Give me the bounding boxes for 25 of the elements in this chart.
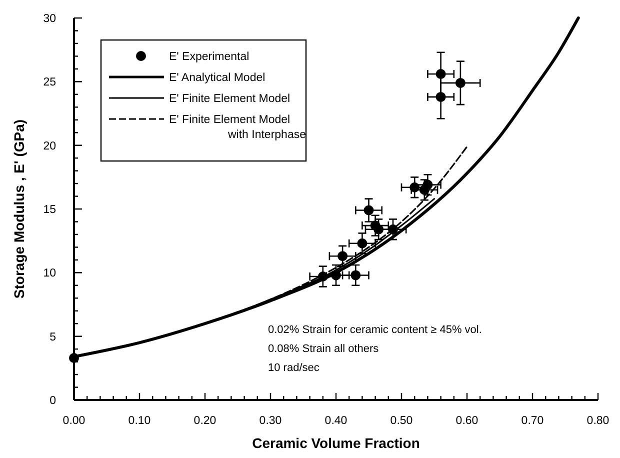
annotation: 0.02% Strain for ceramic content ≥ 45% vol. bbox=[268, 324, 482, 336]
y-tick-label: 15 bbox=[43, 204, 56, 216]
y-tick-label: 5 bbox=[50, 331, 56, 344]
legend-label: E' Experimental bbox=[169, 51, 250, 63]
y-axis-title: Storage Modulus , E' (GPa) bbox=[11, 119, 27, 299]
x-tick-label: 0.20 bbox=[194, 415, 216, 427]
legend-label: E' Finite Element Model bbox=[169, 93, 290, 105]
x-tick-label: 0.70 bbox=[521, 415, 544, 427]
y-tick-label: 25 bbox=[43, 76, 56, 89]
y-tick-label: 20 bbox=[43, 140, 56, 152]
x-tick-label: 0.10 bbox=[128, 415, 151, 427]
annotation: 0.08% Strain all others bbox=[268, 343, 380, 355]
y-tick-label: 30 bbox=[43, 13, 56, 25]
x-tick-label: 0.00 bbox=[62, 415, 86, 427]
x-tick-label: 0.40 bbox=[324, 415, 348, 427]
x-axis-title: Ceramic Volume Fraction bbox=[252, 435, 420, 451]
x-tick-label: 0.60 bbox=[456, 415, 478, 427]
x-tick-label: 0.50 bbox=[390, 415, 413, 427]
y-tick-label: 0 bbox=[50, 395, 56, 407]
x-tick-label: 0.80 bbox=[586, 415, 610, 427]
legend-label: E' Analytical Model bbox=[169, 72, 266, 84]
y-tick-label: 10 bbox=[43, 268, 56, 280]
annotation: 10 rad/sec bbox=[268, 362, 320, 374]
legend-label: E' Finite Element Model with Interphase bbox=[169, 114, 306, 141]
x-tick-label: 0.30 bbox=[259, 415, 282, 427]
